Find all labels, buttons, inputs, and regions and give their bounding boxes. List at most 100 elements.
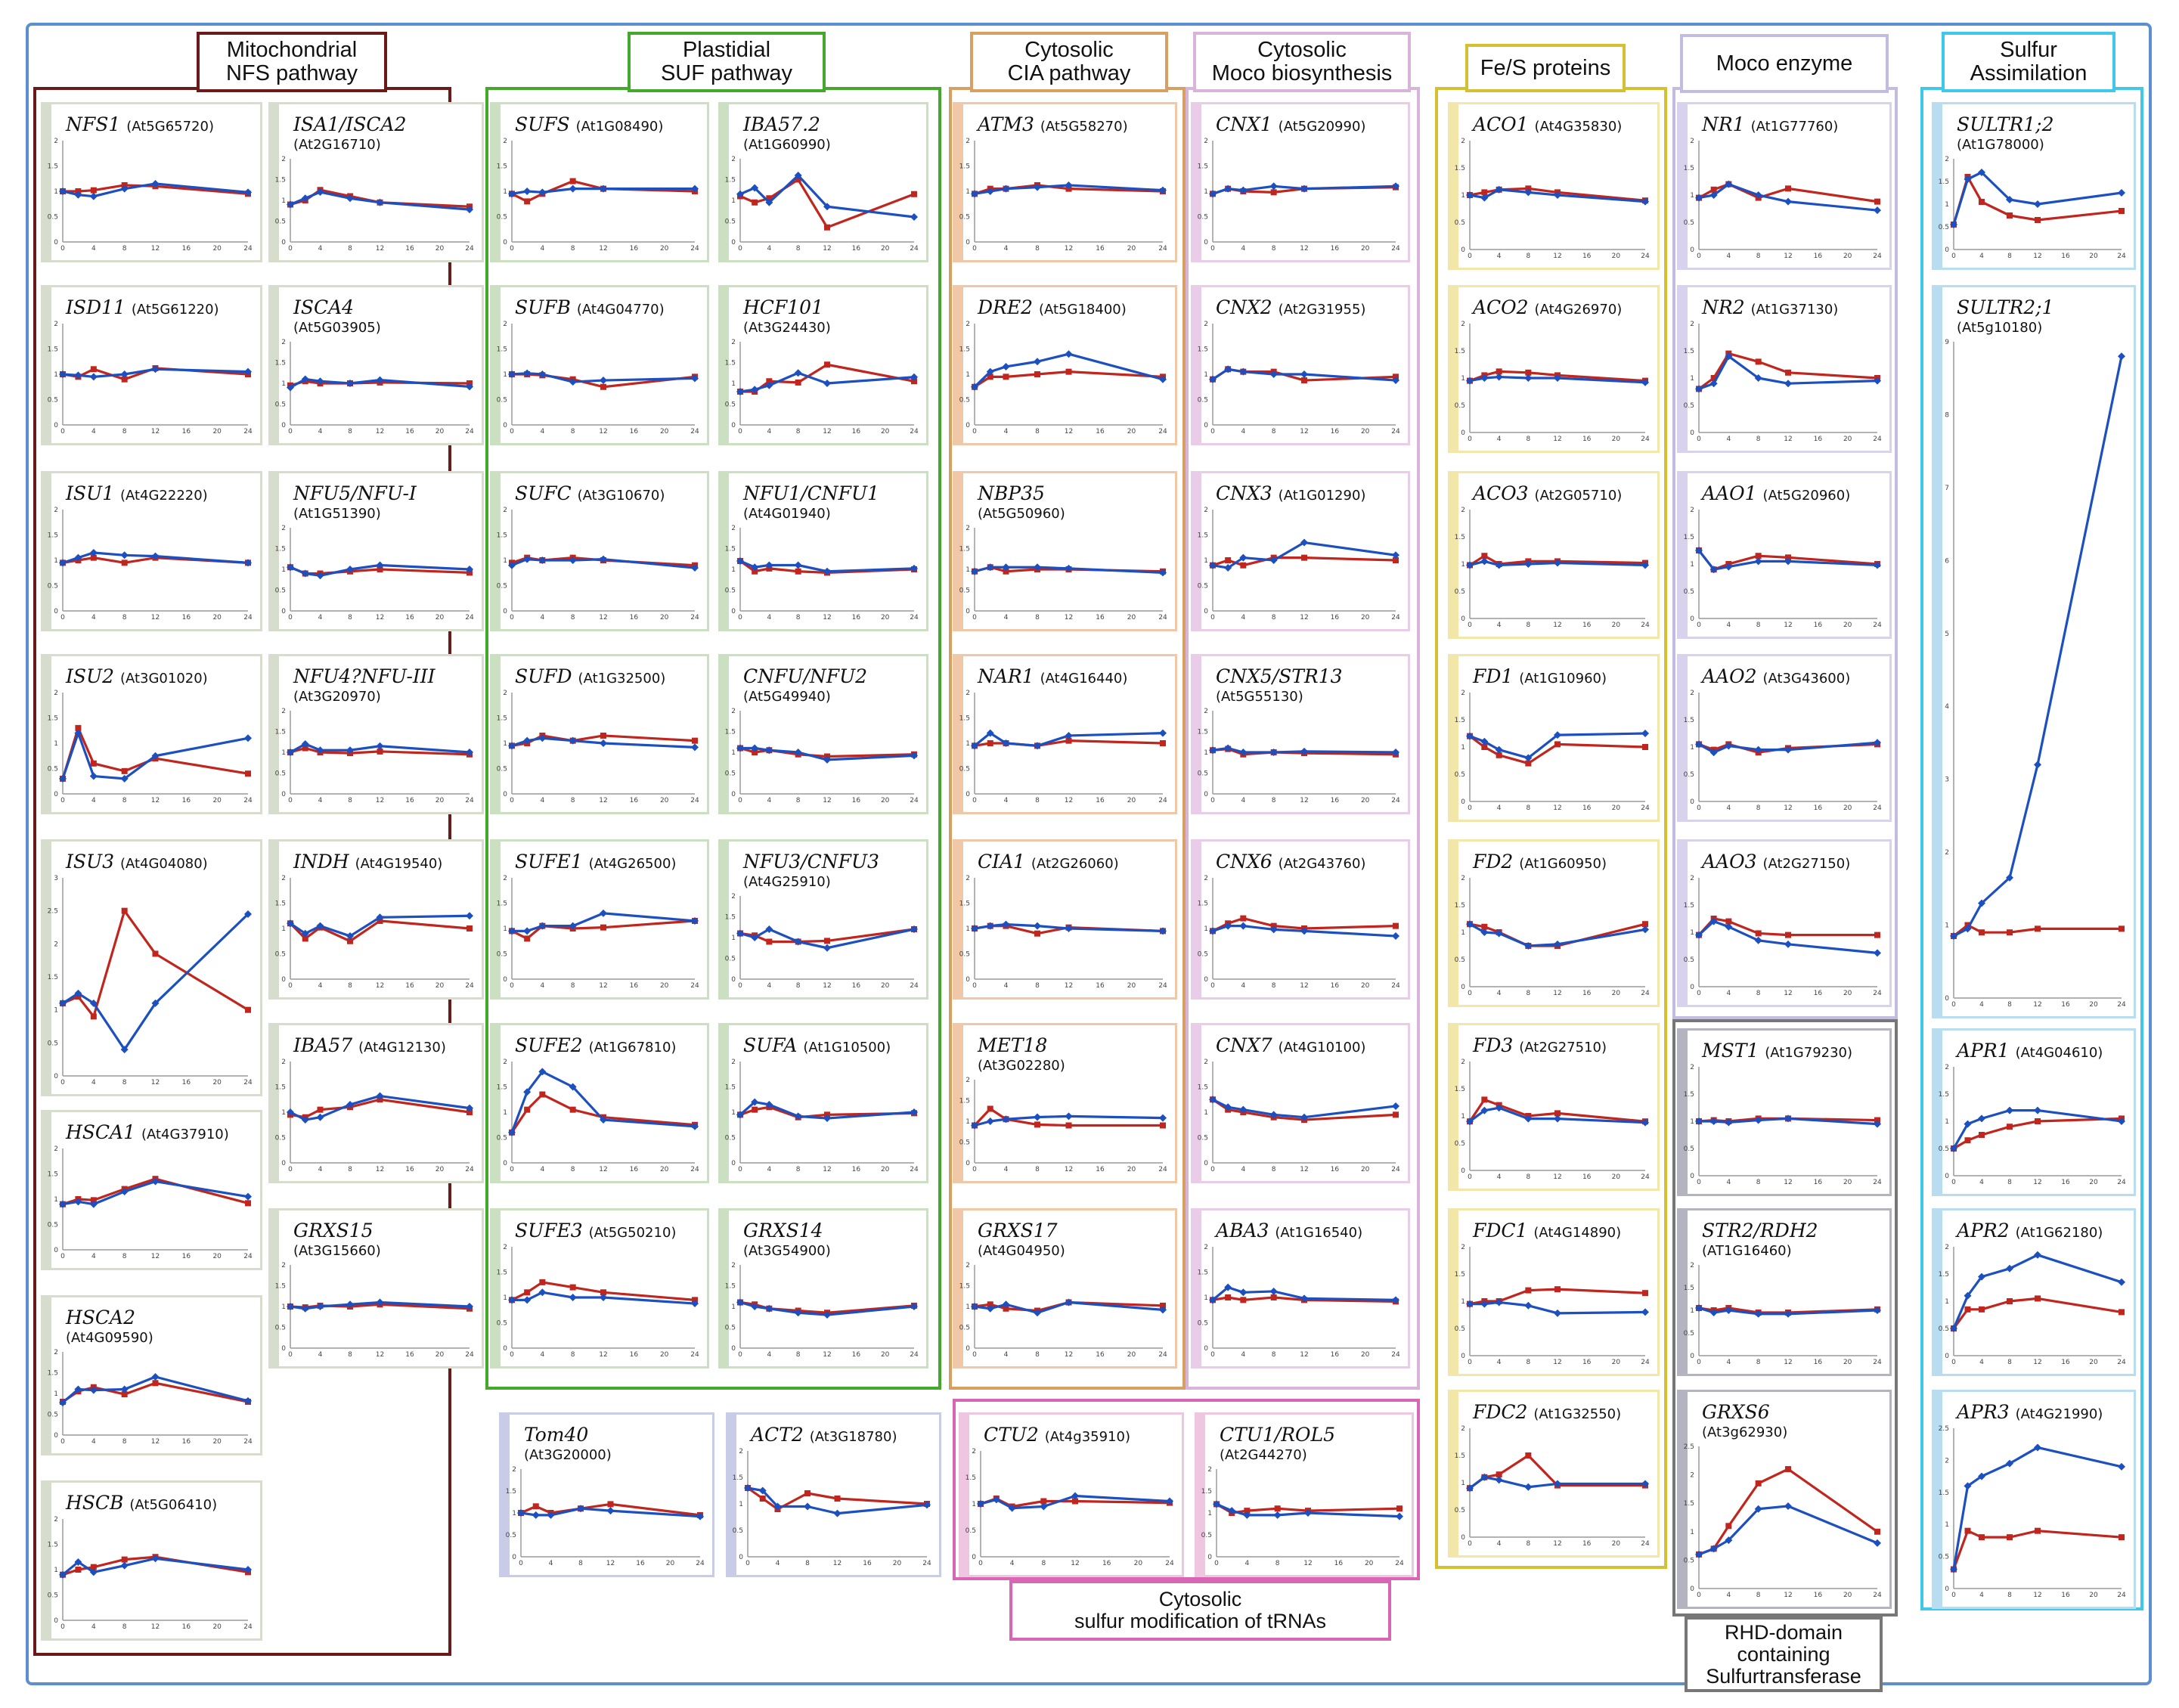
data-point-blue [971,383,978,391]
gene-name: CNX1 [1216,113,1272,135]
y-tick-label: 0 [1461,246,1465,254]
data-point-blue [1002,184,1010,193]
data-point-blue [1874,1120,1881,1128]
y-tick-label: 1 [1690,1307,1694,1315]
y-tick-label: 0 [54,791,58,798]
data-point-blue [301,740,309,748]
data-point-red [1496,752,1502,758]
x-tick-label: 16 [1582,1359,1592,1366]
y-tick-label: 0.5 [959,1325,970,1332]
y-tick-label: 1.5 [1684,902,1694,910]
x-tick-label: 20 [212,1623,222,1631]
data-point-red [1065,737,1072,744]
data-point-red [1785,185,1791,192]
y-tick-label: 0.5 [275,770,286,778]
gene-locus: (At1G32550) [1533,1406,1622,1422]
x-tick-label: 20 [1843,1592,1852,1599]
data-point-blue [59,1570,67,1579]
data-point-blue [547,1511,555,1519]
panel-color-strip [1934,1031,1942,1194]
x-tick-label: 16 [405,1351,414,1359]
y-tick-label: 0.5 [275,951,286,959]
gene-label: FD2 (At1G60950) [1473,851,1607,873]
x-tick-label: 12 [1784,1592,1792,1599]
data-point-red [1964,1306,1971,1313]
data-point-blue [986,729,994,737]
data-point-blue [74,1198,82,1206]
x-tick-label: 0 [972,614,977,622]
y-tick-label: 0 [1461,798,1465,806]
x-tick-label: 20 [1361,1351,1370,1359]
y-tick-label: 3 [1945,777,1949,784]
group-title-trna: Cytosolic sulfur modification of tRNAs [1009,1580,1391,1641]
data-point-blue [517,1509,525,1517]
gene-name: SUFS [515,113,570,135]
y-tick-label: 0 [281,239,286,246]
group-title-fes: Fe/S proteins [1465,44,1626,92]
x-tick-label: 12 [376,614,384,622]
data-point-blue [1754,1310,1762,1318]
panel-color-strip [1450,473,1458,637]
data-point-blue [765,198,773,206]
series-line-blue [1212,367,1396,382]
x-tick-label: 20 [1365,1560,1374,1567]
data-point-blue [1524,374,1533,382]
x-tick-label: 24 [465,982,474,990]
data-point-blue [1725,352,1733,361]
data-point-blue [569,378,577,386]
data-point-red [1225,1294,1232,1300]
x-tick-label: 16 [1096,1351,1105,1359]
x-tick-label: 8 [1272,797,1276,804]
data-point-blue [569,736,577,745]
data-point-red [752,749,758,755]
x-tick-label: 12 [599,1166,607,1173]
y-tick-label: 1 [966,371,970,379]
x-tick-label: 8 [1272,614,1276,622]
x-tick-label: 8 [796,1351,801,1359]
gene-locus: (At4G16440) [1040,671,1128,687]
gene-panel-aao3: AAO3 (At2G27150) 0 0.5 1 1.5 2 0 4 8 12 16 20 24 [1677,839,1892,1007]
data-point-blue [287,1303,294,1310]
gene-panel-fd1: FD1 (At1G10960) 0 0.5 1 1.5 2 0 4 8 12 16 20 24 [1448,654,1660,822]
x-tick-label: 12 [1553,622,1561,629]
data-point-blue [1695,547,1703,554]
y-tick-label: 1.5 [48,163,58,171]
gene-name: AAO1 [1702,482,1757,504]
x-tick-label: 16 [182,797,191,804]
expression-plot: 00.511.520 4 8 12 16 20 24 [725,708,919,804]
panel-color-strip [1193,473,1201,629]
gene-label: SUFB (At4G04770) [515,296,665,318]
y-tick-label: 0 [503,422,507,429]
data-point-blue [2034,1106,2041,1114]
x-tick-label: 16 [1814,1179,1823,1186]
data-point-blue [1159,186,1167,194]
data-point-red [121,376,128,383]
series-line-red [510,1093,696,1133]
data-point-blue [1784,1114,1792,1123]
gene-label: IBA57.2 (At1G60990) [743,113,831,153]
gene-name: IBA57.2 [743,113,820,135]
y-tick-label: 1 [281,1303,286,1311]
expression-plot: 00.511.520 4 8 12 16 20 24 [506,1466,705,1567]
y-tick-label: 0 [731,791,736,798]
data-point-blue [1495,746,1503,754]
y-tick-label: 0.5 [959,766,970,773]
gene-name: ACT2 [751,1424,804,1446]
y-tick-label: 0 [1204,976,1208,984]
x-tick-label: 12 [2033,253,2041,260]
expression-plot: 00.511.520 4 8 12 16 20 24 [959,321,1167,436]
series-line-blue [62,913,250,1051]
y-tick-label: 0 [512,1554,516,1561]
data-point-red [1755,930,1762,937]
gene-label: NFS1 (At5G65720) [66,113,214,135]
y-tick-label: 9 [1945,339,1949,346]
expression-plot: 00.511.520 4 8 12 16 20 24 [1684,1064,1882,1186]
data-point-blue [1495,185,1503,194]
gene-label: ISCA4 (At5G03905) [293,296,381,336]
data-point-blue [346,566,354,573]
gene-locus: (At1G60990) [743,137,831,153]
expression-plot: 00.511.520 4 8 12 16 20 24 [497,321,699,436]
x-tick-label: 12 [2033,1359,2041,1366]
data-point-blue [466,206,473,214]
y-tick-label: 0 [1690,1586,1694,1593]
